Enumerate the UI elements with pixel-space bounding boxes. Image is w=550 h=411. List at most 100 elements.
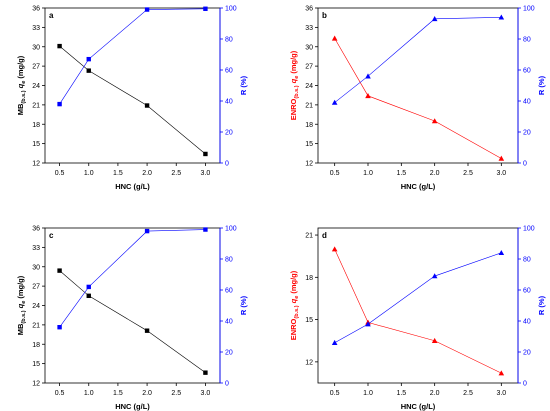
y-left-tick-label: 12 xyxy=(32,161,40,168)
data-point-left xyxy=(86,68,91,73)
y-right-tick-label: 80 xyxy=(523,37,531,44)
y-label-subscript: (b.s.) xyxy=(294,85,300,98)
y-left-tick-label: 30 xyxy=(305,44,313,51)
y-left-tick-label: 21 xyxy=(305,102,313,109)
data-point-right xyxy=(431,16,438,22)
y-left-axis-label: ENRO(b.s.) qe (mg/g) xyxy=(289,270,300,340)
y-label-part: MB xyxy=(16,323,25,335)
y-label-subscript: (b.s.) xyxy=(21,90,27,103)
series-line-left xyxy=(59,270,206,373)
y-right-tick-label: 80 xyxy=(523,257,531,264)
x-tick-label: 1.5 xyxy=(113,170,123,177)
y-right-axis-label: R (%) xyxy=(537,75,546,95)
y-label-part: q xyxy=(16,83,25,90)
y-left-tick-label: 24 xyxy=(32,83,40,90)
y-right-tick-label: 0 xyxy=(225,161,229,168)
data-point-left xyxy=(86,293,91,299)
y-right-tick-label: 80 xyxy=(225,257,233,264)
y-right-tick-label: 60 xyxy=(523,288,531,295)
y-label-part: (mg/g) xyxy=(289,50,298,75)
y-left-tick-label: 21 xyxy=(32,102,40,109)
y-right-tick-label: 20 xyxy=(523,350,531,357)
x-tick-label: 0.5 xyxy=(55,170,65,177)
data-point-left xyxy=(431,337,438,343)
y-left-axis-label: MB(b.s.) qe (mg/g) xyxy=(16,55,27,115)
y-left-tick-label: 21 xyxy=(305,233,313,240)
y-left-axis-label: ENRO(b.s.) qe (mg/g) xyxy=(289,50,300,120)
panel-d: 0.5 1.0 1.5 2.0 2.5 3.0 HNC (g/L) 12 15 18 21 0 20 40… xyxy=(289,226,546,411)
y-label-subscript: e xyxy=(294,296,300,299)
y-left-tick-label: 27 xyxy=(305,64,313,71)
y-right-tick-label: 0 xyxy=(523,161,527,168)
x-tick-label: 1.5 xyxy=(113,390,123,397)
y-left-tick-label: 30 xyxy=(32,264,40,271)
data-point-left xyxy=(498,155,505,161)
y-label-part: MB xyxy=(16,103,25,115)
y-right-axis-label: R (%) xyxy=(537,295,546,315)
y-label-part: ENRO xyxy=(289,98,298,120)
data-point-right xyxy=(331,339,338,345)
y-left-tick-label: 24 xyxy=(32,303,40,310)
data-point-right xyxy=(57,101,62,107)
x-tick-label: 2.0 xyxy=(142,170,152,177)
y-left-tick-label: 12 xyxy=(305,161,313,168)
plot-frame xyxy=(317,227,519,384)
data-point-right xyxy=(86,284,91,290)
y-left-tick-label: 27 xyxy=(32,64,40,71)
y-label-subscript: (b.s.) xyxy=(21,310,27,323)
data-point-left xyxy=(57,43,62,49)
y-right-tick-label: 60 xyxy=(225,288,233,295)
data-point-right xyxy=(57,325,62,330)
y-label-part: (mg/g) xyxy=(289,270,298,295)
x-axis-label: HNC (g/L) xyxy=(401,402,436,411)
x-axis-label: HNC (g/L) xyxy=(115,182,150,191)
y-left-axis-label: MB(b.s.) qe (mg/g) xyxy=(16,275,27,335)
y-left-tick-label: 15 xyxy=(32,141,40,148)
series-line-right xyxy=(59,8,206,105)
y-label-subscript: (b.s.) xyxy=(294,305,300,318)
x-tick-label: 2.5 xyxy=(463,170,473,177)
y-left-tick-label: 33 xyxy=(32,245,40,252)
data-point-right xyxy=(331,99,338,105)
data-point-right xyxy=(144,228,150,234)
data-point-right xyxy=(498,14,505,20)
panel-letter: d xyxy=(322,231,327,240)
panel-letter: c xyxy=(49,231,54,240)
y-left-tick-label: 18 xyxy=(32,342,40,349)
y-right-tick-label: 40 xyxy=(523,319,531,326)
x-tick-label: 1.0 xyxy=(84,170,94,177)
y-right-tick-label: 20 xyxy=(225,130,233,137)
y-label-subscript: e xyxy=(294,76,300,79)
y-label-part: (mg/g) xyxy=(16,275,25,300)
data-point-left xyxy=(331,246,338,252)
data-point-left xyxy=(203,370,208,375)
panel-c: 0.5 1.0 1.5 2.0 2.5 3.0 HNC (g/L) 12 15 18 21 24 27 3… xyxy=(16,226,248,411)
data-point-left xyxy=(365,93,371,99)
panel-a: 0.5 1.0 1.5 2.0 2.5 3.0 HNC (g/L) 12 15 18 21 24 27 3… xyxy=(16,6,248,192)
y-right-tick-label: 20 xyxy=(523,130,531,137)
data-point-left xyxy=(431,118,438,124)
x-tick-label: 3.0 xyxy=(201,170,211,177)
x-axis-label: HNC (g/L) xyxy=(401,182,436,191)
y-right-tick-label: 60 xyxy=(225,68,233,75)
y-right-tick-label: 40 xyxy=(523,99,531,106)
x-tick-label: 2.5 xyxy=(171,390,181,397)
data-point-left xyxy=(57,268,62,273)
y-right-tick-label: 100 xyxy=(523,6,535,13)
data-point-right xyxy=(203,6,208,11)
panel-letter: a xyxy=(49,11,54,20)
y-right-tick-label: 80 xyxy=(225,37,233,44)
y-left-tick-label: 18 xyxy=(305,122,313,129)
y-left-tick-label: 30 xyxy=(32,44,40,51)
y-left-tick-label: 15 xyxy=(305,317,313,324)
y-left-tick-label: 15 xyxy=(32,361,40,368)
y-left-tick-label: 33 xyxy=(305,25,313,32)
y-label-part: q xyxy=(289,298,298,305)
data-point-right xyxy=(203,227,208,232)
plot-frame xyxy=(44,227,221,384)
x-tick-label: 3.0 xyxy=(496,390,506,397)
x-tick-label: 2.0 xyxy=(430,170,440,177)
y-left-tick-label: 12 xyxy=(305,359,313,366)
y-right-tick-label: 0 xyxy=(523,381,527,388)
